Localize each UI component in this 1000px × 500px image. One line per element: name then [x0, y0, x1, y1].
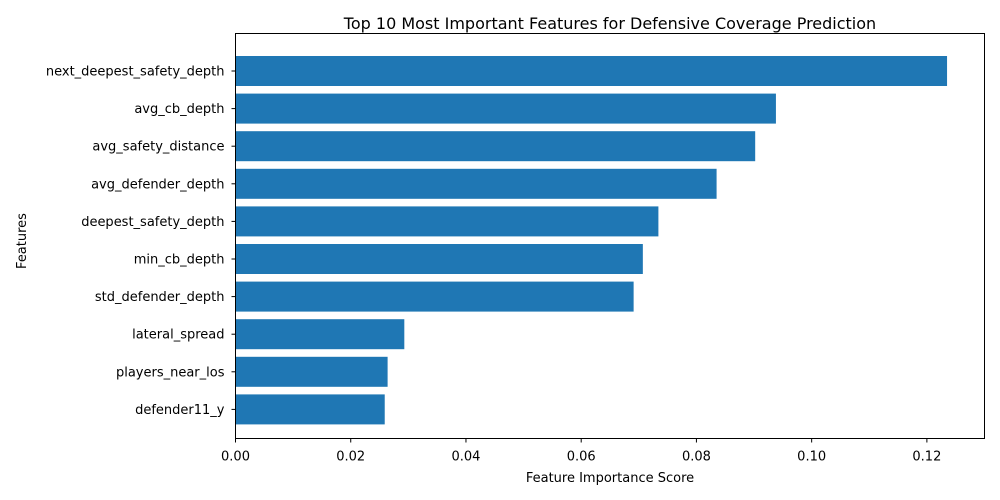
y-tick-label: min_cb_depth: [134, 253, 225, 268]
x-tick-label: 0.06: [567, 450, 596, 465]
y-tick-label: std_defender_depth: [95, 290, 225, 305]
bar-std_defender_depth: [235, 281, 634, 312]
y-axis-label: Features: [15, 213, 30, 269]
bar-avg_cb_depth: [235, 93, 776, 124]
plot-frame: [235, 33, 985, 439]
x-tick-label: 0.12: [912, 450, 941, 465]
chart-title: Top 10 Most Important Features for Defen…: [343, 14, 876, 33]
bar-deepest_safety_depth: [235, 206, 659, 237]
y-tick-label: avg_defender_depth: [91, 177, 224, 192]
y-tick-label: defender11_y: [135, 403, 225, 418]
bar-defender11_y: [235, 394, 385, 425]
y-tick-label: next_deepest_safety_depth: [46, 65, 225, 80]
x-axis-label: Feature Importance Score: [526, 471, 694, 486]
y-tick-label: players_near_los: [116, 365, 225, 380]
bar-avg_safety_distance: [235, 131, 756, 162]
bar-lateral_spread: [235, 319, 405, 350]
y-tick-label: avg_safety_distance: [92, 140, 224, 155]
x-axis-ticks: 0.00 0.02 0.04 0.06 0.08 0.10 0.12: [221, 438, 941, 465]
x-tick-label: 0.02: [336, 450, 365, 465]
y-tick-label: lateral_spread: [132, 328, 224, 343]
bar-min_cb_depth: [235, 244, 643, 274]
x-tick-label: 0.08: [682, 450, 711, 465]
y-tick-label: deepest_safety_depth: [81, 215, 224, 230]
x-tick-label: 0.04: [451, 450, 480, 465]
bar-next_deepest_safety_depth: [235, 56, 948, 86]
y-tick-label: avg_cb_depth: [134, 102, 224, 117]
bars-group: [235, 56, 948, 425]
bar-players_near_los: [235, 356, 388, 387]
bar-avg_defender_depth: [235, 168, 717, 199]
x-tick-label: 0.00: [221, 450, 250, 465]
y-axis-ticks: next_deepest_safety_depth avg_cb_depthavg…: [46, 65, 236, 418]
x-tick-label: 0.10: [797, 450, 826, 465]
